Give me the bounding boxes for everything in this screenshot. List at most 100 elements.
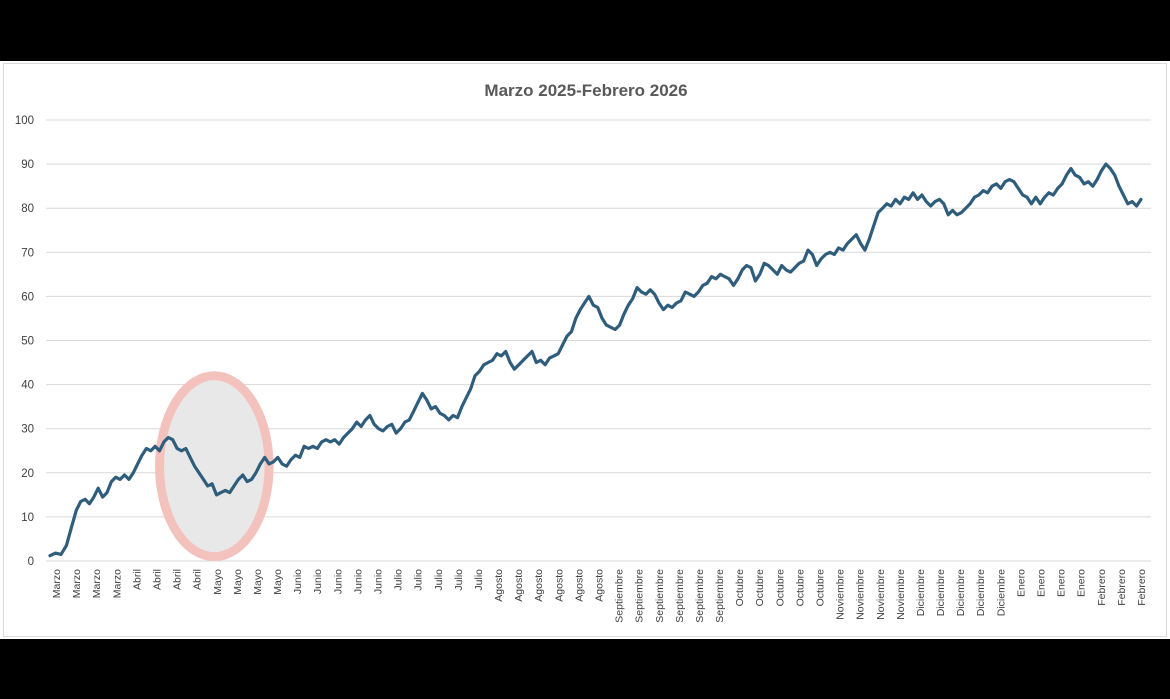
data-point (860, 242, 862, 245)
data-point (1048, 192, 1050, 194)
data-point (605, 324, 608, 326)
data-point (715, 278, 717, 280)
data-point (54, 552, 57, 554)
data-point (382, 430, 384, 432)
data-point (128, 478, 130, 480)
data-point (864, 249, 866, 251)
data-point (505, 350, 507, 353)
y-tick-label: 0 (28, 556, 34, 568)
data-point (60, 553, 62, 555)
data-point (851, 238, 853, 240)
x-tick-label: Octubre (754, 569, 766, 607)
data-point (395, 432, 397, 434)
data-point (562, 344, 564, 346)
data-point (1061, 183, 1063, 185)
data-point (233, 485, 235, 487)
data-point (934, 201, 936, 203)
data-point (798, 262, 800, 264)
data-point (925, 201, 927, 203)
data-point (702, 284, 704, 286)
data-point (71, 525, 73, 527)
x-tick-label: Noviembre (875, 569, 887, 620)
data-point (969, 203, 971, 205)
data-point (767, 264, 770, 267)
data-point (697, 291, 700, 293)
data-point (1087, 181, 1089, 183)
data-point (579, 309, 581, 311)
data-point (399, 428, 402, 430)
data-point (49, 555, 51, 557)
data-point (360, 425, 362, 428)
data-point (728, 278, 730, 280)
data-point (1092, 185, 1094, 187)
data-point (421, 392, 423, 394)
data-point (632, 298, 634, 300)
data-point (1136, 205, 1138, 207)
data-point (873, 225, 875, 227)
y-axis: 0 10 20 30 40 50 60 70 80 90 100 (15, 115, 34, 568)
x-tick-label: Mayo (252, 569, 264, 595)
y-tick-label: 100 (15, 115, 34, 127)
data-point (110, 481, 112, 483)
data-point (1096, 178, 1098, 181)
data-point (1035, 196, 1037, 198)
data-point (741, 269, 743, 271)
highlight-ellipse-shape (155, 371, 274, 562)
x-tick-label: Julio (433, 569, 445, 591)
y-tick-label: 10 (21, 512, 34, 524)
data-point (1118, 185, 1120, 187)
data-point (220, 492, 222, 494)
data-point (982, 190, 984, 192)
data-point (316, 447, 318, 450)
data-point (299, 456, 301, 458)
data-point (732, 284, 735, 286)
data-point (877, 212, 879, 214)
data-point (575, 317, 577, 319)
data-point (645, 293, 647, 295)
data-point (1131, 201, 1133, 203)
data-point (496, 353, 498, 355)
data-point (930, 205, 932, 207)
data-point (325, 439, 327, 441)
data-point (439, 412, 441, 414)
data-point (540, 359, 542, 361)
data-point (426, 399, 428, 401)
data-point (491, 359, 494, 361)
data-point (334, 439, 336, 441)
x-tick-label: Diciembre (975, 569, 987, 616)
data-point (794, 267, 796, 269)
data-point (430, 408, 432, 410)
data-point (956, 214, 958, 216)
x-tick-label: Junio (292, 569, 304, 594)
data-point (772, 269, 774, 271)
data-point (154, 445, 156, 447)
y-tick-label: 90 (21, 159, 34, 171)
data-point (338, 443, 340, 445)
data-point (684, 291, 686, 293)
data-point (627, 304, 629, 306)
data-point (592, 304, 594, 306)
data-point (855, 234, 857, 236)
x-tick-label: Agosto (513, 569, 525, 602)
data-point (185, 447, 187, 450)
data-point (781, 264, 783, 267)
data-point (272, 461, 275, 463)
y-tick-label: 30 (21, 424, 34, 436)
data-point (268, 463, 270, 465)
data-point (391, 423, 393, 425)
data-point (991, 185, 993, 187)
data-point (1000, 187, 1002, 189)
data-point (1065, 174, 1068, 176)
y-tick-label: 60 (21, 291, 34, 303)
x-tick-label: Marzo (91, 569, 103, 598)
data-point (294, 454, 296, 456)
data-point (588, 295, 590, 297)
data-point (973, 196, 976, 198)
data-point (820, 258, 822, 260)
data-point (378, 428, 380, 430)
data-point (833, 253, 835, 256)
data-point (724, 276, 726, 278)
x-tick-label: Diciembre (955, 569, 967, 616)
x-tick-label: Septiembre (714, 569, 726, 623)
data-point (908, 198, 910, 200)
